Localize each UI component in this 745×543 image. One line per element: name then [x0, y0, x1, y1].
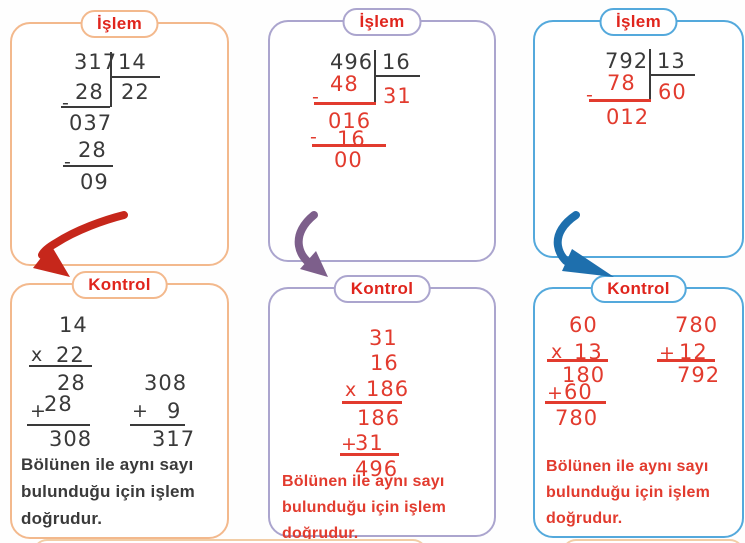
mult-line-3b	[545, 401, 606, 404]
note-text-2: Bölünen ile aynı sayı bulunduğu için işl…	[282, 473, 446, 542]
mult-line-2a	[342, 401, 402, 404]
subtrahend-2b: 16	[337, 127, 366, 151]
dividend-1: 317	[74, 50, 118, 74]
mult-partial2-3: 60	[564, 380, 593, 404]
next-row-box-stub-right	[562, 539, 744, 543]
dividend-2: 496	[330, 50, 374, 74]
subtraction-line-3	[589, 99, 651, 102]
remainder-2a: 016	[328, 109, 372, 133]
subtraction-line-1b	[63, 165, 113, 167]
remainder-1b: 09	[80, 170, 109, 194]
kontrol-box-1: Kontrol 14 x 22 28 28 + 308 308 + 9 317 …	[10, 271, 229, 539]
mult-total-3: 780	[555, 406, 599, 430]
kontrol-title-1: Kontrol	[71, 271, 168, 299]
quotient-3: 60	[658, 80, 687, 104]
quotient-1: 22	[121, 80, 150, 104]
subtrahend-1b: 28	[78, 138, 107, 162]
note-text-1: Bölünen ile aynı sayı bulunduğu için işl…	[21, 455, 195, 528]
mult-partial2-1: 28	[44, 392, 73, 416]
multiply-sign-1: x	[31, 344, 43, 366]
remainder-1a: 037	[69, 111, 113, 135]
mult-row1-2: 31	[369, 326, 398, 350]
quotient-2: 31	[383, 84, 412, 108]
mult-multiplicand-1: 14	[59, 313, 88, 337]
kontrol-title-3-label: Kontrol	[607, 279, 670, 298]
kontrol-title-2-label: Kontrol	[350, 279, 414, 298]
subtraction-line-2b	[312, 144, 386, 147]
mult-multiplier-1: 22	[56, 343, 85, 367]
mult-total-1: 308	[49, 427, 93, 451]
subtrahend-3: 78	[607, 71, 636, 95]
islem-title-2-label: İşlem	[359, 12, 405, 31]
mult-row3-2: 186	[366, 377, 410, 401]
minus-sign-2a: -	[312, 86, 319, 108]
mult-partial1-3: 180	[562, 363, 606, 387]
mult-partial1-1: 28	[57, 371, 86, 395]
plus-sign-1a: +	[30, 400, 46, 422]
kontrol-title-1-label: Kontrol	[88, 275, 151, 294]
mult-multiplier-3: 13	[574, 340, 603, 364]
add-top-3: 780	[675, 313, 719, 337]
mult-partial1-2: 186	[357, 406, 401, 430]
division-bracket-hline-3	[649, 74, 695, 76]
next-row-box-stub-left	[33, 539, 427, 543]
dividend-3: 792	[605, 49, 649, 73]
islem-title-1-label: İşlem	[97, 14, 142, 33]
remainder-3: 012	[606, 105, 650, 129]
islem-title-2: İşlem	[342, 8, 422, 36]
mult-multiplicand-3: 60	[569, 313, 598, 337]
remainder-2b: 00	[334, 148, 363, 172]
add-addend-3: 12	[679, 340, 708, 364]
mult-line-3a	[547, 359, 608, 362]
add-line-1	[130, 424, 185, 426]
mult-line-1b	[27, 424, 90, 426]
mult-partial2-2: 31	[355, 431, 384, 455]
add-line-3	[657, 359, 715, 362]
subtraction-line-2a	[314, 102, 376, 105]
subtrahend-2a: 48	[330, 72, 359, 96]
add-addend-1: 9	[167, 399, 182, 423]
islem-title-1: İşlem	[80, 10, 159, 38]
add-total-3: 792	[677, 363, 721, 387]
division-bracket-hline-2	[374, 75, 420, 77]
islem-box-1: İşlem 317 14 22 28 - 037 28 - 09	[10, 10, 229, 266]
divisor-3: 13	[657, 49, 686, 73]
kontrol-box-2: Kontrol 31 16 x 186 186 + 31 496 Bölünen…	[268, 275, 496, 542]
curved-down-arrow-icon-2	[294, 211, 328, 277]
curved-down-arrow-icon-1	[33, 211, 128, 277]
minus-sign-1b: -	[64, 151, 71, 173]
kontrol-box-3: Kontrol 60 x 13 180 + 60 780 780 + 12 79…	[533, 275, 744, 538]
minus-sign-1a: -	[62, 92, 69, 114]
kontrol-title-3: Kontrol	[590, 275, 687, 303]
minus-sign-2b: -	[310, 126, 317, 148]
division-bracket-vline-1	[110, 52, 112, 107]
mult-total-2: 496	[355, 457, 399, 481]
add-total-1: 317	[152, 427, 196, 451]
division-bracket-hline-1	[110, 76, 160, 78]
curved-down-arrow-icon-3	[553, 211, 614, 277]
kontrol-title-2: Kontrol	[333, 275, 431, 303]
note-text-3: Bölünen ile aynı sayı bulunduğu için işl…	[546, 458, 710, 527]
islem-title-3-label: İşlem	[616, 12, 661, 31]
subtrahend-1a: 28	[75, 80, 104, 104]
mult-row2-2: 16	[370, 351, 399, 375]
multiply-sign-3: x	[551, 341, 563, 363]
plus-sign-2: +	[341, 433, 357, 455]
plus-sign-3b: +	[659, 342, 675, 364]
islem-title-3: İşlem	[599, 8, 678, 36]
divisor-1: 14	[118, 50, 147, 74]
plus-sign-3a: +	[547, 382, 563, 404]
division-bracket-vline-2	[374, 50, 376, 104]
add-top-1: 308	[144, 371, 188, 395]
multiply-sign-2: x	[345, 379, 357, 401]
mult-line-1a	[29, 365, 92, 367]
plus-sign-1b: +	[132, 400, 148, 422]
subtraction-line-1a	[61, 106, 110, 108]
divisor-2: 16	[382, 50, 411, 74]
minus-sign-3: -	[586, 84, 593, 106]
mult-line-2b	[340, 453, 399, 456]
